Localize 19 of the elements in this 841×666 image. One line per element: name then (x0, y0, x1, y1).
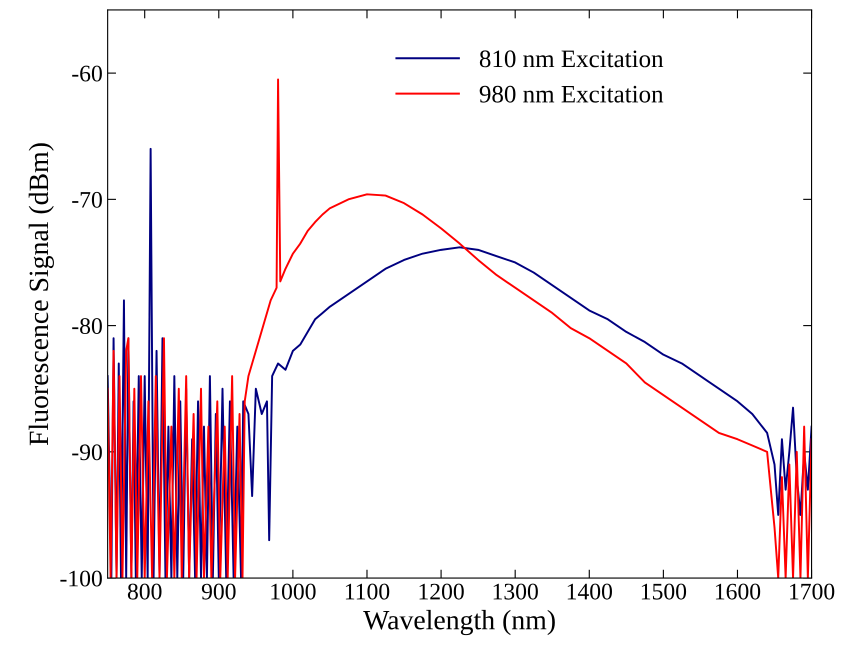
x-tick-label: 1600 (716, 584, 760, 600)
x-tick-label: 800 (128, 584, 162, 600)
x-tick-label: 1700 (790, 584, 834, 600)
legend-label: 810 nm Excitation (480, 50, 664, 68)
x-tick-label: 1300 (494, 584, 538, 600)
legend-label: 980 nm Excitation (480, 86, 664, 103)
x-tick-label: 900 (202, 584, 236, 600)
x-tick-label: 1200 (420, 584, 464, 600)
y-axis-title: Fluorescence Signal (dBm) (28, 143, 54, 446)
x-tick-label: 1500 (642, 584, 686, 600)
y-tick-label: -70 (72, 192, 102, 208)
x-tick-label: 1400 (568, 584, 612, 600)
x-tick-label: 1000 (271, 584, 316, 600)
x-axis-title: Wavelength (nm) (363, 610, 555, 636)
y-tick-label: -100 (60, 570, 102, 587)
x-tick-label: 1100 (346, 584, 390, 600)
y-tick-label: -80 (72, 318, 102, 334)
y-tick-label: -90 (72, 444, 102, 460)
y-tick-label: -60 (72, 66, 102, 82)
